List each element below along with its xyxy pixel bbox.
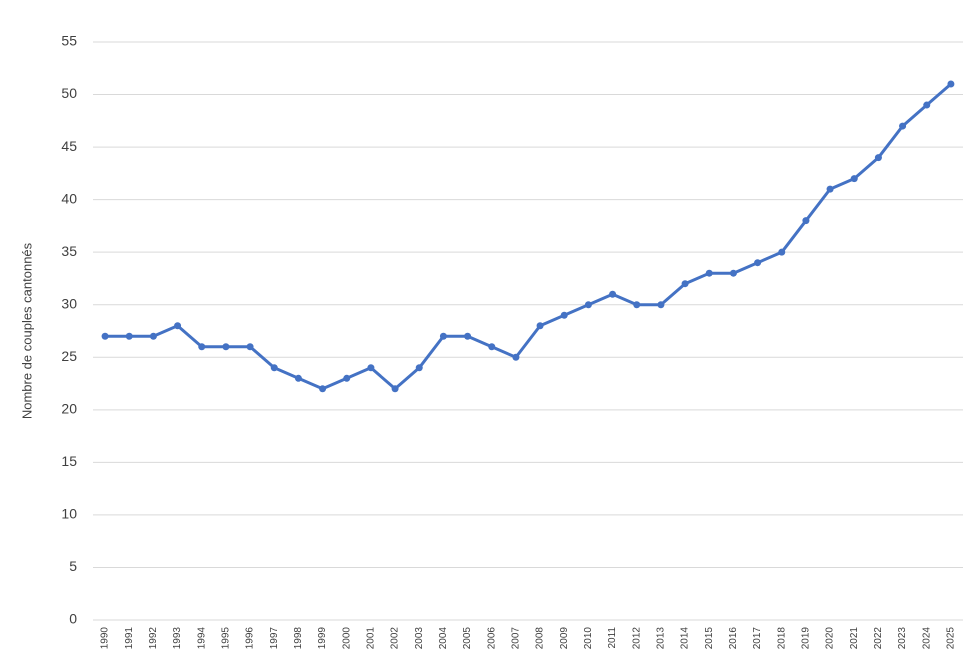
point [633,301,641,309]
point [246,343,254,351]
y-tick-label: 50 [61,85,77,101]
point [874,154,882,162]
y-tick-label: 0 [69,611,77,627]
point [391,385,399,393]
point [560,311,568,319]
x-tick-label: 1991 [124,627,135,650]
x-tick-label: 2009 [559,627,570,650]
point [923,101,931,109]
point [367,364,375,372]
y-tick-label: 15 [61,453,77,469]
x-tick-label: 2001 [366,627,377,650]
x-tick-label: 2013 [656,627,667,650]
x-tick-label: 1995 [221,627,232,650]
point [101,332,109,340]
x-tick-label: 2019 [801,627,812,650]
point [850,175,858,183]
point [947,80,955,88]
y-tick-label: 30 [61,295,77,311]
x-tick-label: 2023 [897,627,908,650]
y-tick-label: 40 [61,190,77,206]
y-tick-label: 20 [61,401,77,417]
x-tick-label: 1993 [172,627,183,650]
y-tick-label: 45 [61,138,77,154]
point [464,332,472,340]
point [415,364,423,372]
x-tick-label: 2022 [873,627,884,650]
point [681,280,689,288]
x-tick-label: 2010 [583,627,594,650]
point [270,364,278,372]
point [149,332,157,340]
x-tick-label: 1994 [196,627,207,650]
line [105,82,952,391]
point [439,332,447,340]
point [754,259,762,267]
x-tick-label: 2002 [390,627,401,650]
x-tick-label: 1996 [245,627,256,650]
point [174,322,182,330]
point [802,217,810,225]
x-tick-label: 2007 [511,627,522,650]
x-tick-label: 2024 [921,627,932,650]
y-axis-title: Nombre de couples cantonnés [19,242,34,419]
point [222,343,230,351]
point [899,122,907,130]
y-tick-label: 55 [61,33,77,49]
x-tick-label: 2020 [825,627,836,650]
x-tick-label: 1990 [100,627,111,650]
point [657,301,665,309]
point [705,269,713,277]
x-tick-label: 2016 [728,627,739,650]
point [729,269,737,277]
point [343,374,351,382]
y-tick-label: 5 [69,558,77,574]
point [778,248,786,256]
x-tick-label: 1997 [269,627,280,650]
point [125,332,133,340]
x-tick-label: 2011 [607,627,618,649]
x-tick-label: 1999 [317,627,328,650]
point [609,290,617,298]
y-tick-label: 10 [61,506,77,522]
point [536,322,544,330]
x-tick-label: 2008 [535,627,546,650]
y-tick-label: 25 [61,348,77,364]
x-tick-label: 2005 [462,627,473,650]
point [826,185,834,193]
point [319,385,327,393]
x-tick-label: 2025 [946,627,957,650]
x-tick-label: 2015 [704,627,715,650]
point [488,343,496,351]
x-tick-label: 2006 [486,627,497,650]
x-tick-label: 2018 [776,627,787,650]
x-tick-label: 2012 [631,627,642,650]
point [198,343,206,351]
x-tick-label: 2014 [680,627,691,650]
x-tick-label: 1998 [293,627,304,650]
x-tick-label: 2003 [414,627,425,650]
x-tick-label: 2000 [341,627,352,650]
point [584,301,592,309]
x-tick-label: 1992 [148,627,159,650]
x-tick-label: 2004 [438,627,449,650]
x-tick-label: 2017 [752,627,763,650]
point [512,353,520,361]
y-tick-label: 35 [61,243,77,259]
point [294,374,302,382]
x-tick-label: 2021 [849,627,860,650]
